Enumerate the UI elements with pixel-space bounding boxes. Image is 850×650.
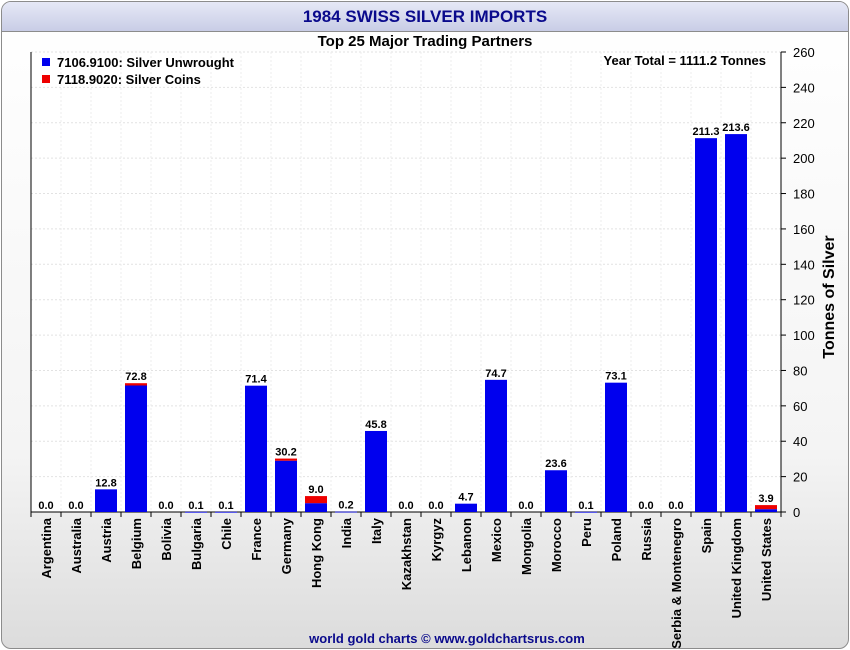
data-label: 74.7 [485, 368, 506, 380]
data-label: 0.0 [398, 500, 413, 512]
x-tick-label: United Kingdom [729, 518, 744, 618]
y-tick-label: 120 [793, 293, 815, 308]
bar-unwrought [125, 385, 147, 512]
bar-unwrought [605, 382, 627, 512]
bar-unwrought [215, 511, 237, 513]
plot-area [31, 52, 781, 512]
data-label: 23.6 [545, 458, 566, 470]
data-label: 0.0 [68, 500, 83, 512]
x-tick-label: Hong Kong [309, 518, 324, 588]
y-tick-label: 200 [793, 151, 815, 166]
x-tick-label: Austria [99, 517, 114, 563]
y-tick-label: 40 [793, 434, 807, 449]
data-label: 4.7 [458, 492, 473, 504]
data-label: 0.2 [338, 500, 353, 512]
x-tick-label: Chile [219, 518, 234, 550]
x-tick-label: Lebanon [459, 518, 474, 572]
bar-unwrought [545, 470, 567, 512]
x-tick-label: Spain [699, 518, 714, 553]
x-tick-label: United States [759, 518, 774, 601]
x-tick-label: Bulgaria [189, 517, 204, 570]
x-tick-label: Peru [579, 518, 594, 547]
data-label: 9.0 [308, 484, 323, 496]
x-tick-label: Belgium [129, 518, 144, 569]
bar-unwrought [305, 503, 327, 512]
y-tick-label: 160 [793, 222, 815, 237]
data-label: 213.6 [722, 122, 750, 134]
x-tick-label: Kazakhstan [399, 518, 414, 590]
y-tick-label: 260 [793, 45, 815, 60]
y-tick-label: 0 [793, 505, 800, 520]
x-tick-label: Mexico [489, 518, 504, 562]
data-label: 3.9 [758, 493, 773, 505]
bar-coins [755, 505, 777, 510]
bar-unwrought [185, 511, 207, 513]
bar-unwrought [365, 430, 387, 512]
bar-coins [125, 383, 147, 386]
y-tick-label: 220 [793, 116, 815, 131]
x-tick-label: Serbia & Montenegro [669, 518, 684, 648]
bar-unwrought [725, 134, 747, 513]
bar-unwrought [245, 385, 267, 512]
data-label: 12.8 [95, 477, 116, 489]
y-axis-title: Tonnes of Silver [821, 235, 838, 358]
data-label: 0.1 [218, 500, 233, 512]
y-tick-label: 20 [793, 470, 807, 485]
x-tick-label: Russia [639, 517, 654, 560]
data-label: 0.0 [38, 500, 53, 512]
bar-coins [275, 458, 297, 461]
chart-subtitle: Top 25 Major Trading Partners [317, 33, 533, 50]
data-label: 30.2 [275, 447, 296, 459]
legend-label: 7118.9020: Silver Coins [57, 72, 201, 87]
bar-unwrought [485, 379, 507, 512]
bar-unwrought [575, 511, 597, 513]
year-total-annotation: Year Total = 1111.2 Tonnes [604, 53, 766, 68]
x-tick-label: Morocco [549, 518, 564, 572]
x-tick-label: Germany [279, 517, 294, 574]
y-tick-label: 140 [793, 257, 815, 272]
data-label: 211.3 [693, 126, 720, 138]
x-tick-label: France [249, 518, 264, 561]
chart-title: 1984 SWISS SILVER IMPORTS [2, 2, 848, 32]
bar-unwrought [95, 489, 117, 512]
y-tick-label: 100 [793, 328, 815, 343]
bar-unwrought [695, 138, 717, 512]
data-label: 73.1 [605, 371, 626, 383]
legend-swatch [42, 58, 50, 66]
data-label: 0.0 [668, 500, 683, 512]
data-label: 72.8 [125, 371, 146, 383]
x-tick-label: Australia [69, 517, 84, 573]
bar-unwrought [455, 503, 477, 512]
x-tick-label: Kyrgyz [429, 518, 444, 562]
bar-unwrought [755, 509, 777, 512]
data-label: 0.1 [578, 500, 593, 512]
legend-swatch [42, 75, 50, 83]
x-tick-label: India [339, 517, 354, 548]
x-tick-label: Bolivia [159, 517, 174, 560]
data-label: 45.8 [365, 419, 386, 431]
footer-credit: world gold charts © www.goldchartsrus.co… [309, 631, 585, 646]
x-tick-label: Mongolia [519, 517, 534, 575]
data-label: 0.0 [638, 500, 653, 512]
data-label: 0.1 [188, 500, 203, 512]
data-label: 0.0 [518, 500, 533, 512]
x-tick-label: Italy [369, 517, 384, 544]
bar-unwrought [335, 511, 357, 513]
data-label: 0.0 [428, 500, 443, 512]
data-label: 0.0 [158, 500, 173, 512]
x-tick-label: Poland [609, 518, 624, 561]
bar-unwrought [275, 460, 297, 512]
legend-label: 7106.9100: Silver Unwrought [57, 55, 235, 70]
y-tick-label: 240 [793, 80, 815, 95]
y-tick-label: 80 [793, 363, 807, 378]
y-tick-label: 180 [793, 187, 815, 202]
data-label: 71.4 [245, 374, 267, 386]
y-tick-label: 60 [793, 399, 807, 414]
bar-coins [305, 496, 327, 504]
x-tick-label: Argentina [39, 517, 54, 578]
